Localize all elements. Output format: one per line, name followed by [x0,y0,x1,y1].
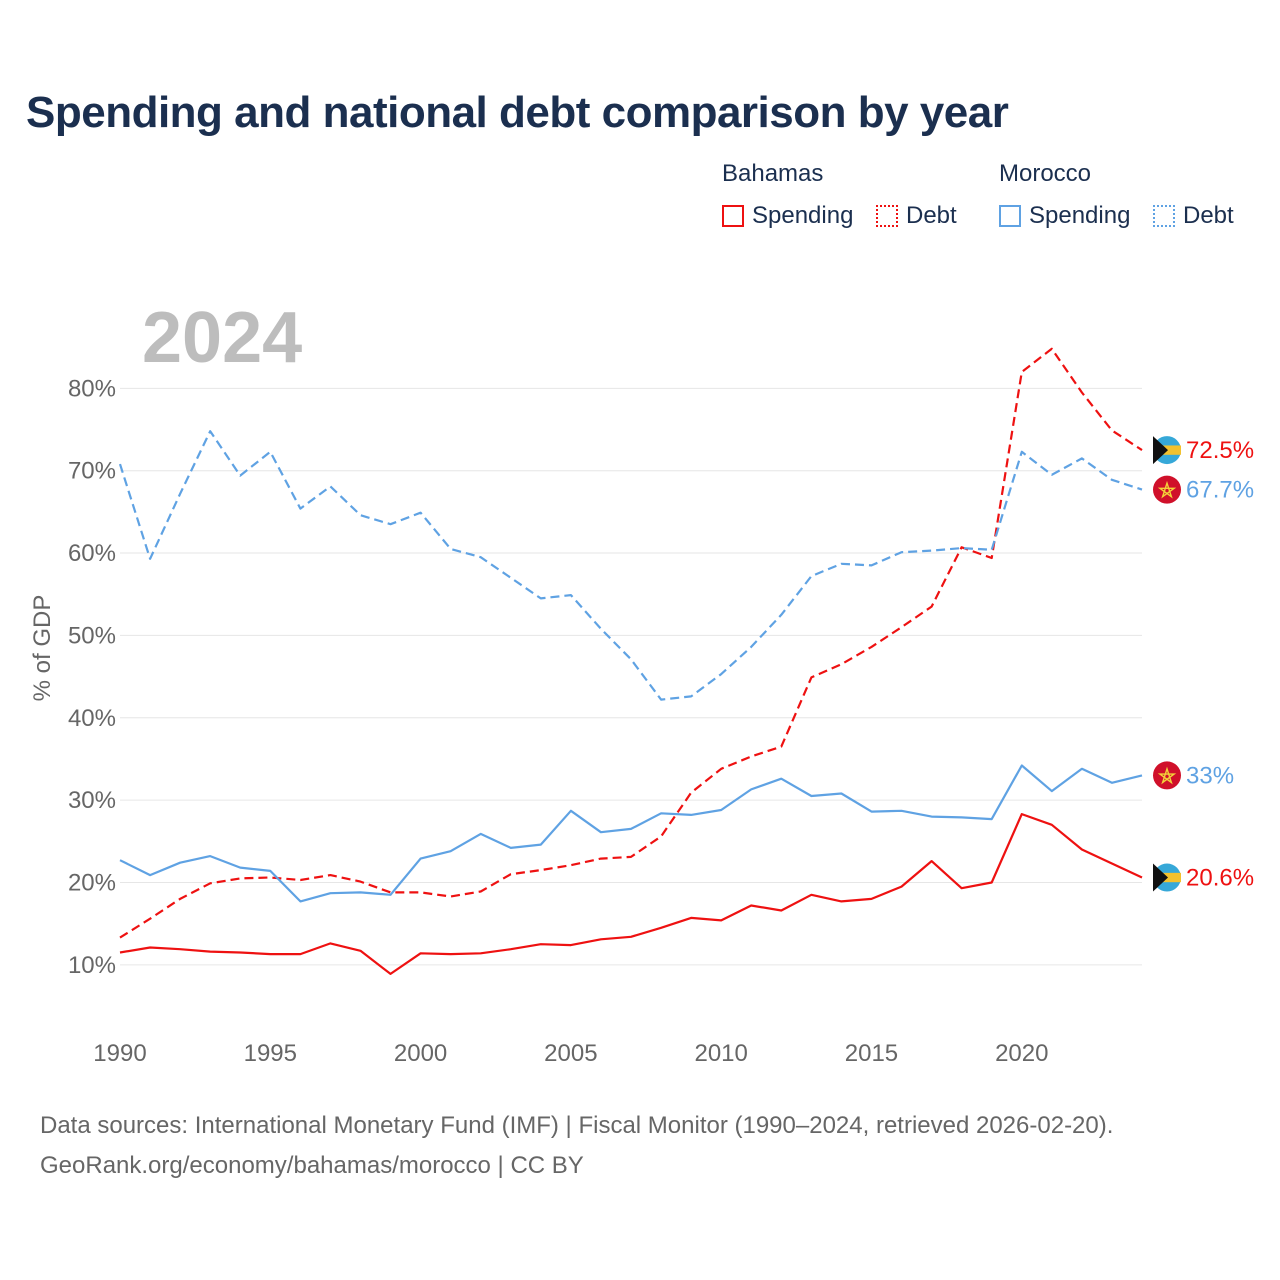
legend-label: Debt [1183,202,1234,229]
x-tick-label: 1990 [93,1040,146,1067]
y-tick-label: 70% [68,458,116,485]
source-note: Data sources: International Monetary Fun… [40,1112,1114,1139]
morocco-flag-green-star [1157,480,1177,499]
bahamas-flag-black-triangle [1153,863,1168,892]
y-tick-label: 10% [68,952,116,979]
legend-swatch-solid-blue [999,205,1021,227]
legend-swatch-dotted-red [876,205,898,227]
morocco-flag-green-star [1157,766,1177,785]
legend-label: Spending [752,202,854,229]
x-tick-label: 2020 [995,1040,1048,1067]
x-tick-labels: 1990 1995 2000 2005 2010 2015 2020 [93,1040,1048,1067]
x-tick-label: 2010 [694,1040,747,1067]
series-line-morocco-spending [119,764,1143,903]
morocco-flag-icon [1153,475,1181,504]
x-tick-label: 1995 [244,1040,297,1067]
series-line-morocco-debt [118,430,1143,701]
y-tick-label: 30% [68,787,116,814]
x-tick-label: 2000 [394,1040,447,1067]
series-lines [118,347,1143,976]
x-tick-label: 2005 [544,1040,597,1067]
series-line-bahamas-debt [119,347,1143,939]
legend-item-morocco-spending[interactable]: Spending [999,202,1130,230]
page-title: Spending and national debt comparison by… [26,88,1009,137]
y-tick-label: 50% [68,622,116,649]
end-value-label: 33% [1186,762,1234,789]
year-watermark: 2024 [142,298,302,378]
bahamas-flag-black-triangle [1153,436,1168,465]
x-tick-label: 2015 [845,1040,898,1067]
y-tick-label: 20% [68,869,116,896]
legend-item-morocco-debt[interactable]: Debt [1153,202,1234,230]
footer: Data sources: International Monetary Fun… [40,1106,1113,1186]
legend-label: Debt [906,202,957,229]
y-tick-label: 40% [68,705,116,732]
morocco-flag-icon [1153,761,1181,790]
y-axis-label: % of GDP [29,595,56,702]
y-tick-label: 80% [68,375,116,402]
legend-label: Spending [1029,202,1131,229]
legend-swatch-solid-red [722,205,744,227]
morocco-flag-red [1153,475,1181,504]
bahamas-flag-icon [1153,436,1181,465]
end-value-label: 72.5% [1186,437,1254,464]
legend-item-bahamas-debt[interactable]: Debt [876,202,957,230]
legend-country-morocco: Morocco [999,160,1092,187]
series-line-bahamas-spending [119,812,1143,976]
end-value-label: 20.6% [1186,865,1254,892]
legend-swatch-dotted-blue [1153,205,1175,227]
legend-country-bahamas: Bahamas [722,160,824,187]
bahamas-flag-icon [1153,863,1181,892]
legend-item-bahamas-spending[interactable]: Spending [722,202,853,230]
y-tick-labels: 10% 20% 30% 40% 50% 60% 70% 80% [68,375,116,978]
attribution-link[interactable]: GeoRank.org/economy/bahamas/morocco | CC… [40,1152,584,1179]
end-value-label: 67.7% [1186,477,1254,504]
y-tick-label: 60% [68,540,116,567]
end-markers: 20.6% 72.5% 33% 67.7% [1153,436,1254,892]
gridlines [120,387,1142,966]
morocco-flag-red [1153,761,1181,790]
